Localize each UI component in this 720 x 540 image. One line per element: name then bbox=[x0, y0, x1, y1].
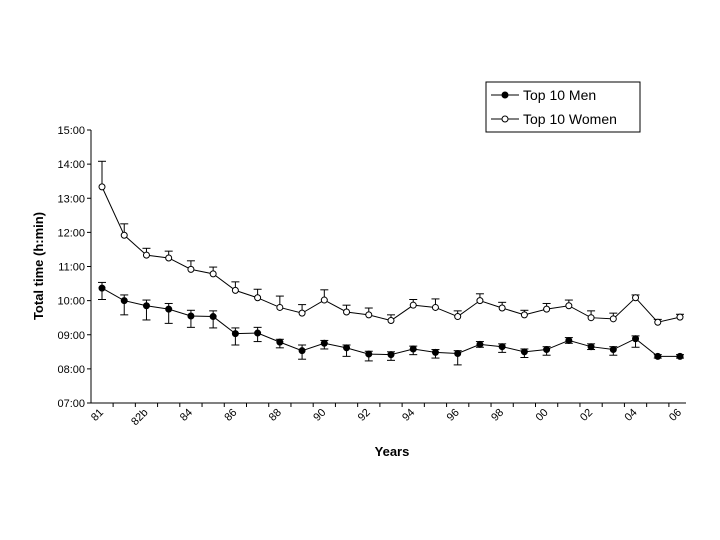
data-point bbox=[587, 343, 595, 351]
series-line bbox=[101, 186, 681, 323]
x-axis-ticks: 81 82b 84 86 88 90 92 94 96 98 00 02 04 06 bbox=[89, 403, 684, 428]
data-point bbox=[365, 311, 373, 319]
data-point bbox=[409, 345, 417, 353]
data-point bbox=[654, 352, 662, 360]
data-point bbox=[498, 343, 506, 351]
data-point bbox=[320, 296, 328, 304]
data-point bbox=[431, 303, 439, 311]
data-point bbox=[498, 304, 506, 312]
x-tick-label: 84 bbox=[178, 407, 195, 424]
data-point bbox=[209, 270, 217, 278]
data-point bbox=[431, 348, 439, 356]
x-tick-label: 81 bbox=[89, 407, 106, 424]
data-point bbox=[231, 286, 239, 294]
data-point bbox=[409, 301, 417, 309]
y-tick-label: 13:00 bbox=[57, 193, 85, 205]
legend-men-marker bbox=[501, 91, 509, 99]
y-tick-label: 14:00 bbox=[57, 159, 85, 171]
x-tick-label: 04 bbox=[623, 407, 640, 424]
data-point bbox=[231, 330, 239, 338]
data-point bbox=[476, 340, 484, 348]
y-tick-label: 09:00 bbox=[57, 330, 85, 342]
x-tick-label: 06 bbox=[667, 407, 684, 424]
data-point bbox=[254, 329, 262, 337]
data-point bbox=[254, 294, 262, 302]
y-tick-label: 08:00 bbox=[57, 364, 85, 376]
data-point bbox=[520, 348, 528, 356]
data-point bbox=[676, 313, 684, 321]
legend-women-marker bbox=[501, 115, 509, 123]
data-point bbox=[298, 309, 306, 317]
x-tick-label: 94 bbox=[400, 407, 417, 424]
data-point bbox=[343, 344, 351, 352]
data-point bbox=[565, 336, 573, 344]
y-tick-label: 11:00 bbox=[58, 262, 85, 274]
x-tick-label: 92 bbox=[356, 407, 373, 424]
x-tick-label: 88 bbox=[267, 407, 284, 424]
data-point bbox=[142, 251, 150, 259]
x-tick-label: 98 bbox=[489, 407, 506, 424]
y-axis-ticks: 07:00 08:00 09:00 10:00 11:00 12:00 13:00 14:00… bbox=[57, 125, 91, 410]
x-axis-title: Years bbox=[375, 444, 410, 459]
data-point bbox=[165, 254, 173, 262]
x-tick-label: 96 bbox=[445, 407, 462, 424]
data-point bbox=[187, 312, 195, 320]
data-point bbox=[320, 339, 328, 347]
y-tick-label: 12:00 bbox=[57, 227, 85, 239]
data-point bbox=[365, 350, 373, 358]
plot-area: 07:00 08:00 09:00 10:00 11:00 12:00 13:00 14:00… bbox=[57, 125, 686, 428]
data-point bbox=[298, 347, 306, 355]
data-point bbox=[543, 346, 551, 354]
data-point bbox=[387, 351, 395, 359]
data-point bbox=[565, 302, 573, 310]
data-point bbox=[587, 314, 595, 322]
data-point bbox=[142, 302, 150, 310]
x-tick-label: 82b bbox=[129, 407, 150, 428]
data-point bbox=[543, 305, 551, 313]
x-tick-label: 86 bbox=[222, 407, 239, 424]
data-point bbox=[520, 311, 528, 319]
data-point bbox=[98, 284, 106, 292]
data-point bbox=[120, 231, 128, 239]
series-top-10-men bbox=[98, 284, 684, 360]
y-tick-label: 15:00 bbox=[57, 125, 85, 137]
x-tick-label: 00 bbox=[534, 407, 551, 424]
y-tick-label: 10:00 bbox=[57, 296, 85, 308]
legend-women-label: Top 10 Women bbox=[523, 111, 617, 127]
data-point bbox=[609, 315, 617, 323]
data-point bbox=[632, 294, 640, 302]
data-point bbox=[276, 303, 284, 311]
data-point bbox=[476, 297, 484, 305]
legend: Top 10 Men Top 10 Women bbox=[485, 81, 641, 133]
error-bars bbox=[98, 160, 684, 366]
data-point bbox=[120, 297, 128, 305]
data-point bbox=[454, 313, 462, 321]
series-top-10-women bbox=[98, 183, 684, 326]
legend-men-label: Top 10 Men bbox=[523, 87, 596, 103]
data-point bbox=[276, 338, 284, 346]
data-point bbox=[676, 352, 684, 360]
y-tick-label: 07:00 bbox=[57, 398, 85, 410]
legend-box bbox=[485, 81, 641, 133]
x-tick-label: 90 bbox=[311, 407, 328, 424]
data-point bbox=[654, 318, 662, 326]
data-point bbox=[343, 308, 351, 316]
data-point bbox=[609, 346, 617, 354]
data-point bbox=[387, 317, 395, 325]
y-axis-title: Total time (h:min) bbox=[31, 212, 46, 320]
x-tick-label: 02 bbox=[578, 407, 595, 424]
data-point bbox=[165, 305, 173, 313]
data-point bbox=[209, 313, 217, 321]
data-point bbox=[98, 183, 106, 191]
data-point bbox=[454, 350, 462, 358]
data-point bbox=[187, 265, 195, 273]
data-point bbox=[632, 335, 640, 343]
